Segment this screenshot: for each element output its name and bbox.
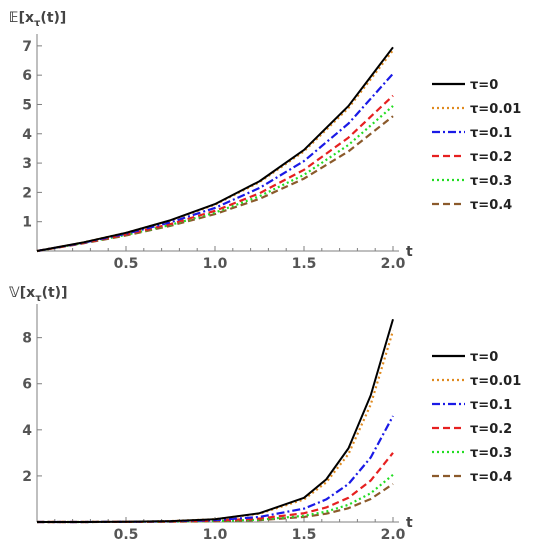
- series-line-5: [36, 115, 394, 253]
- legend-label: τ=0.01: [470, 374, 521, 389]
- x-tick-label: 1.5: [292, 527, 317, 543]
- series-line-0: [36, 318, 394, 523]
- y-axis-label: 𝔼[xτ(t)]: [9, 10, 66, 29]
- y-tick-label: 7: [22, 39, 32, 55]
- y-label-main: 𝕍[x: [9, 285, 35, 301]
- mean-panel: 0.5 1.0 1.5 2.0 1 2 3 4 5 6 7 t 𝔼[xτ(t)] τ=0 τ=0.01 τ=0…: [9, 10, 521, 272]
- series-line-5: [36, 483, 394, 524]
- x-tick-label: 1.0: [203, 527, 228, 543]
- y-tick-label: 1: [22, 215, 32, 231]
- x-tick-label: 0.5: [114, 256, 139, 272]
- y-label-tail: (t)]: [40, 10, 66, 26]
- y-tick-label: 5: [22, 97, 32, 113]
- y-tick-label: 8: [22, 331, 32, 347]
- legend-label: τ=0.3: [470, 446, 512, 461]
- y-label-tail: (t)]: [42, 285, 68, 301]
- y-tick-label: 6: [22, 68, 32, 84]
- x-tick-label: 1.0: [203, 256, 228, 272]
- legend-label: τ=0.2: [470, 150, 512, 165]
- series-line-4: [36, 473, 394, 524]
- x-axis-label: t: [406, 244, 413, 260]
- y-label-subscript: τ: [35, 293, 42, 304]
- series-line-1: [36, 49, 394, 253]
- series-line-0: [36, 46, 394, 252]
- legend-label: τ=0: [470, 78, 498, 93]
- y-tick-label: 6: [22, 377, 32, 393]
- x-tick-label: 0.5: [114, 527, 139, 543]
- series-line-3: [36, 452, 394, 524]
- legend-label: τ=0: [470, 350, 498, 365]
- legend-label: τ=0.2: [470, 422, 512, 437]
- y-tick-label: 4: [22, 423, 32, 439]
- y-tick-label: 3: [22, 156, 32, 172]
- x-tick-label: 2.0: [381, 256, 406, 272]
- series-line-4: [36, 105, 394, 253]
- x-tick-label: 2.0: [381, 527, 406, 543]
- x-tick-label: 1.5: [292, 256, 317, 272]
- y-tick-label: 2: [22, 185, 32, 201]
- y-label-subscript: τ: [34, 18, 41, 29]
- x-axis-label: t: [406, 515, 413, 531]
- series-line-2: [36, 415, 394, 524]
- legend-label: τ=0.1: [470, 126, 512, 141]
- legend-label: τ=0.3: [470, 174, 512, 189]
- variance-panel: 0.5 1.0 1.5 2.0 2 4 6 8 t 𝕍[xτ(t)] τ=0 τ=0.01 τ=0.1 τ…: [9, 285, 521, 543]
- series-line-2: [36, 72, 394, 253]
- series-line-1: [36, 330, 395, 524]
- y-tick-label: 2: [22, 469, 32, 485]
- y-axis-label: 𝕍[xτ(t)]: [9, 285, 67, 304]
- legend-label: τ=0.01: [470, 102, 521, 117]
- legend-label: τ=0.4: [470, 198, 512, 213]
- series-line-3: [36, 94, 394, 253]
- legend-label: τ=0.1: [470, 398, 512, 413]
- y-tick-label: 4: [22, 127, 32, 143]
- legend-label: τ=0.4: [470, 470, 512, 485]
- y-label-main: 𝔼[x: [9, 10, 34, 26]
